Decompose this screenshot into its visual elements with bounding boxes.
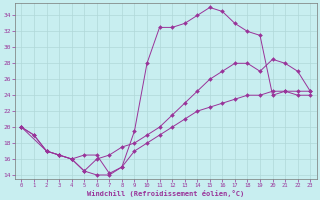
X-axis label: Windchill (Refroidissement éolien,°C): Windchill (Refroidissement éolien,°C) (87, 190, 244, 197)
